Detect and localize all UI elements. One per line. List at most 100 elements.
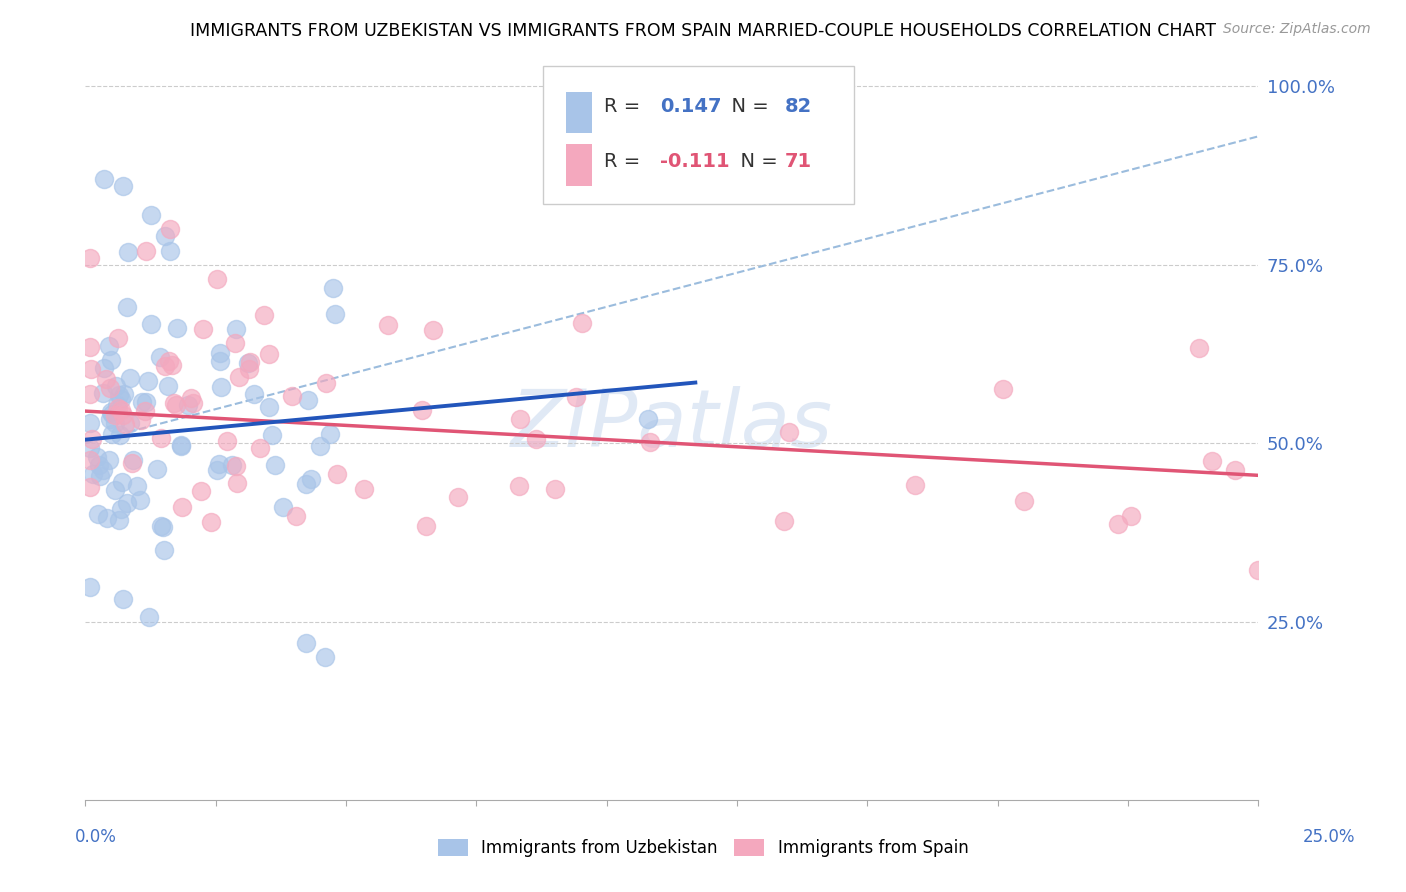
Point (79, 580, 101, 594)
Point (91, 385, 114, 400)
Point (93, 172, 115, 186)
Point (135, 395, 157, 409)
Point (285, 508, 308, 523)
Point (571, 316, 593, 330)
Text: Source: ZipAtlas.com: Source: ZipAtlas.com (1223, 22, 1371, 37)
Point (314, 650, 336, 665)
Point (1107, 516, 1129, 531)
Point (200, 515, 222, 529)
Point (79, 340, 101, 354)
Point (86, 450, 108, 465)
Point (565, 390, 588, 404)
Point (108, 513, 131, 527)
Point (108, 427, 131, 442)
Point (238, 361, 260, 376)
Point (190, 484, 212, 499)
Text: N =: N = (728, 153, 785, 171)
Point (170, 438, 193, 452)
Point (299, 472, 322, 486)
Point (225, 322, 247, 336)
Point (87, 458, 110, 472)
Point (524, 432, 547, 446)
Point (179, 391, 201, 405)
Point (139, 208, 162, 222)
Point (101, 407, 124, 421)
Point (136, 374, 159, 388)
FancyBboxPatch shape (543, 66, 853, 204)
Point (319, 426, 342, 441)
Point (100, 405, 122, 419)
Point (110, 403, 132, 417)
Text: 82: 82 (785, 97, 811, 116)
Point (208, 457, 231, 471)
Point (422, 323, 444, 337)
Point (79, 386, 101, 401)
Text: R =: R = (603, 153, 647, 171)
Point (115, 300, 138, 314)
Point (153, 229, 176, 244)
Point (79, 251, 101, 265)
Point (166, 321, 188, 335)
Point (215, 434, 238, 449)
Point (121, 457, 143, 471)
Point (1247, 563, 1270, 577)
Point (209, 345, 232, 359)
Point (89, 469, 111, 483)
Point (98, 339, 121, 353)
Point (259, 346, 281, 360)
Point (1012, 493, 1035, 508)
Point (79, 416, 101, 430)
Point (94, 372, 117, 386)
Point (129, 412, 152, 426)
Point (115, 496, 138, 510)
Text: 0.0%: 0.0% (75, 828, 117, 846)
Point (111, 179, 134, 194)
Point (224, 336, 246, 351)
Point (205, 272, 228, 286)
Point (637, 411, 659, 425)
Point (107, 401, 129, 415)
Point (104, 408, 127, 422)
Point (281, 389, 304, 403)
Point (156, 378, 179, 392)
Point (111, 475, 134, 490)
Point (153, 543, 176, 558)
Point (778, 425, 800, 439)
Point (1201, 453, 1223, 467)
Point (297, 392, 319, 407)
Text: 0.147: 0.147 (661, 97, 721, 116)
Point (149, 431, 172, 445)
Point (1223, 462, 1246, 476)
Point (326, 467, 349, 481)
Point (120, 416, 142, 430)
Point (773, 514, 796, 528)
Point (131, 395, 153, 409)
Point (252, 308, 274, 322)
Point (80, 361, 103, 376)
Point (543, 482, 565, 496)
Point (163, 396, 186, 410)
Point (120, 370, 142, 384)
Point (509, 412, 531, 426)
Point (146, 462, 169, 476)
Point (152, 520, 174, 534)
Point (98, 381, 121, 395)
Point (93, 463, 115, 477)
Point (105, 379, 128, 393)
Point (243, 387, 266, 401)
Point (100, 426, 122, 441)
Text: IMMIGRANTS FROM UZBEKISTAN VS IMMIGRANTS FROM SPAIN MARRIED-COUPLE HOUSEHOLDS CO: IMMIGRANTS FROM UZBEKISTAN VS IMMIGRANTS… (190, 22, 1216, 40)
Point (377, 318, 399, 332)
Point (98, 412, 121, 426)
Point (125, 478, 148, 492)
Point (993, 382, 1015, 396)
Point (160, 358, 183, 372)
Point (100, 352, 122, 367)
Text: N =: N = (718, 97, 775, 116)
Point (170, 500, 193, 515)
Point (183, 395, 205, 409)
Point (209, 380, 232, 394)
Point (225, 476, 247, 491)
Point (122, 452, 145, 467)
Text: ZIPatlas: ZIPatlas (510, 386, 832, 465)
